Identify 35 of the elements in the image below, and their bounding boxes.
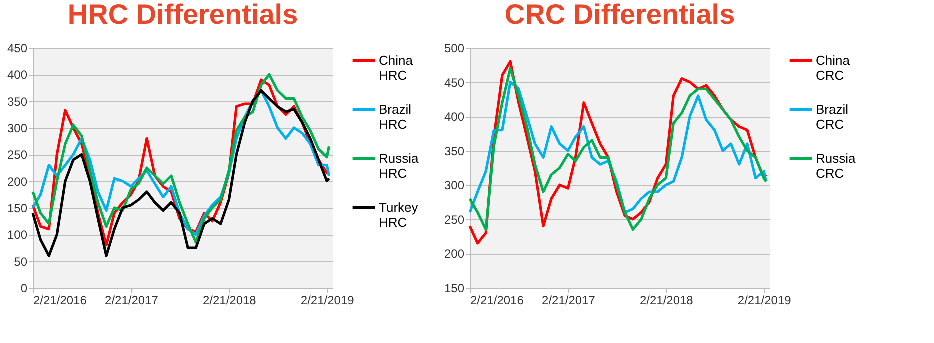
- legend-label: China CRC: [816, 53, 851, 83]
- y-tick-label: 200: [444, 247, 465, 262]
- y-tick-label: 200: [7, 174, 28, 189]
- x-tick-label: 2/21/2018: [202, 294, 257, 308]
- legend-label: Turkey HRC: [379, 200, 419, 230]
- y-tick-label: 150: [444, 282, 465, 296]
- chart-title: CRC Differentials: [504, 0, 736, 30]
- legend-label: Russia HRC: [379, 151, 420, 181]
- x-tick-label: 2/21/2018: [640, 294, 694, 308]
- legend-label: Russia CRC: [816, 151, 857, 181]
- y-tick-label: 250: [7, 148, 28, 162]
- y-tick-label: 0: [20, 282, 28, 296]
- x-tick-label: 2/21/2016: [470, 294, 524, 308]
- y-tick-label: 150: [7, 202, 28, 216]
- chart-title: HRC Differentials: [68, 0, 298, 30]
- y-tick-label: 350: [7, 94, 28, 109]
- y-tick-label: 300: [444, 178, 465, 193]
- x-tick-label: 2/21/2016: [34, 294, 88, 308]
- y-tick-label: 450: [7, 42, 28, 56]
- y-tick-label: 350: [444, 144, 465, 158]
- legend-label: Brazil HRC: [379, 102, 412, 132]
- y-tick-label: 500: [444, 42, 465, 56]
- y-tick-label: 400: [444, 110, 465, 124]
- legend-label: Brazil CRC: [816, 102, 849, 132]
- y-tick-label: 250: [444, 212, 465, 227]
- x-tick-label: 2/21/2019: [300, 294, 355, 308]
- x-tick-label: 2/21/2019: [738, 294, 792, 308]
- x-tick-label: 2/21/2017: [105, 294, 159, 308]
- y-tick-label: 50: [14, 254, 28, 269]
- y-tick-label: 300: [7, 122, 28, 136]
- legend-label: China HRC: [379, 53, 414, 83]
- y-tick-label: 450: [444, 76, 465, 90]
- x-tick-label: 2/21/2017: [542, 294, 596, 308]
- y-tick-label: 400: [7, 68, 28, 82]
- y-tick-label: 100: [7, 228, 28, 242]
